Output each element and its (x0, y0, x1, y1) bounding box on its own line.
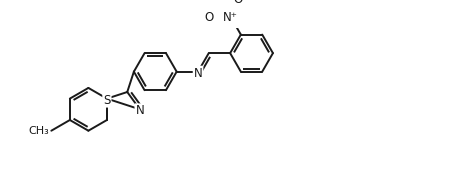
Text: N: N (135, 104, 144, 117)
Text: O⁻: O⁻ (233, 0, 249, 6)
Text: O: O (204, 11, 213, 24)
Text: S: S (103, 94, 110, 107)
Text: N⁺: N⁺ (223, 11, 237, 24)
Text: CH₃: CH₃ (28, 126, 49, 136)
Text: N: N (194, 67, 202, 80)
